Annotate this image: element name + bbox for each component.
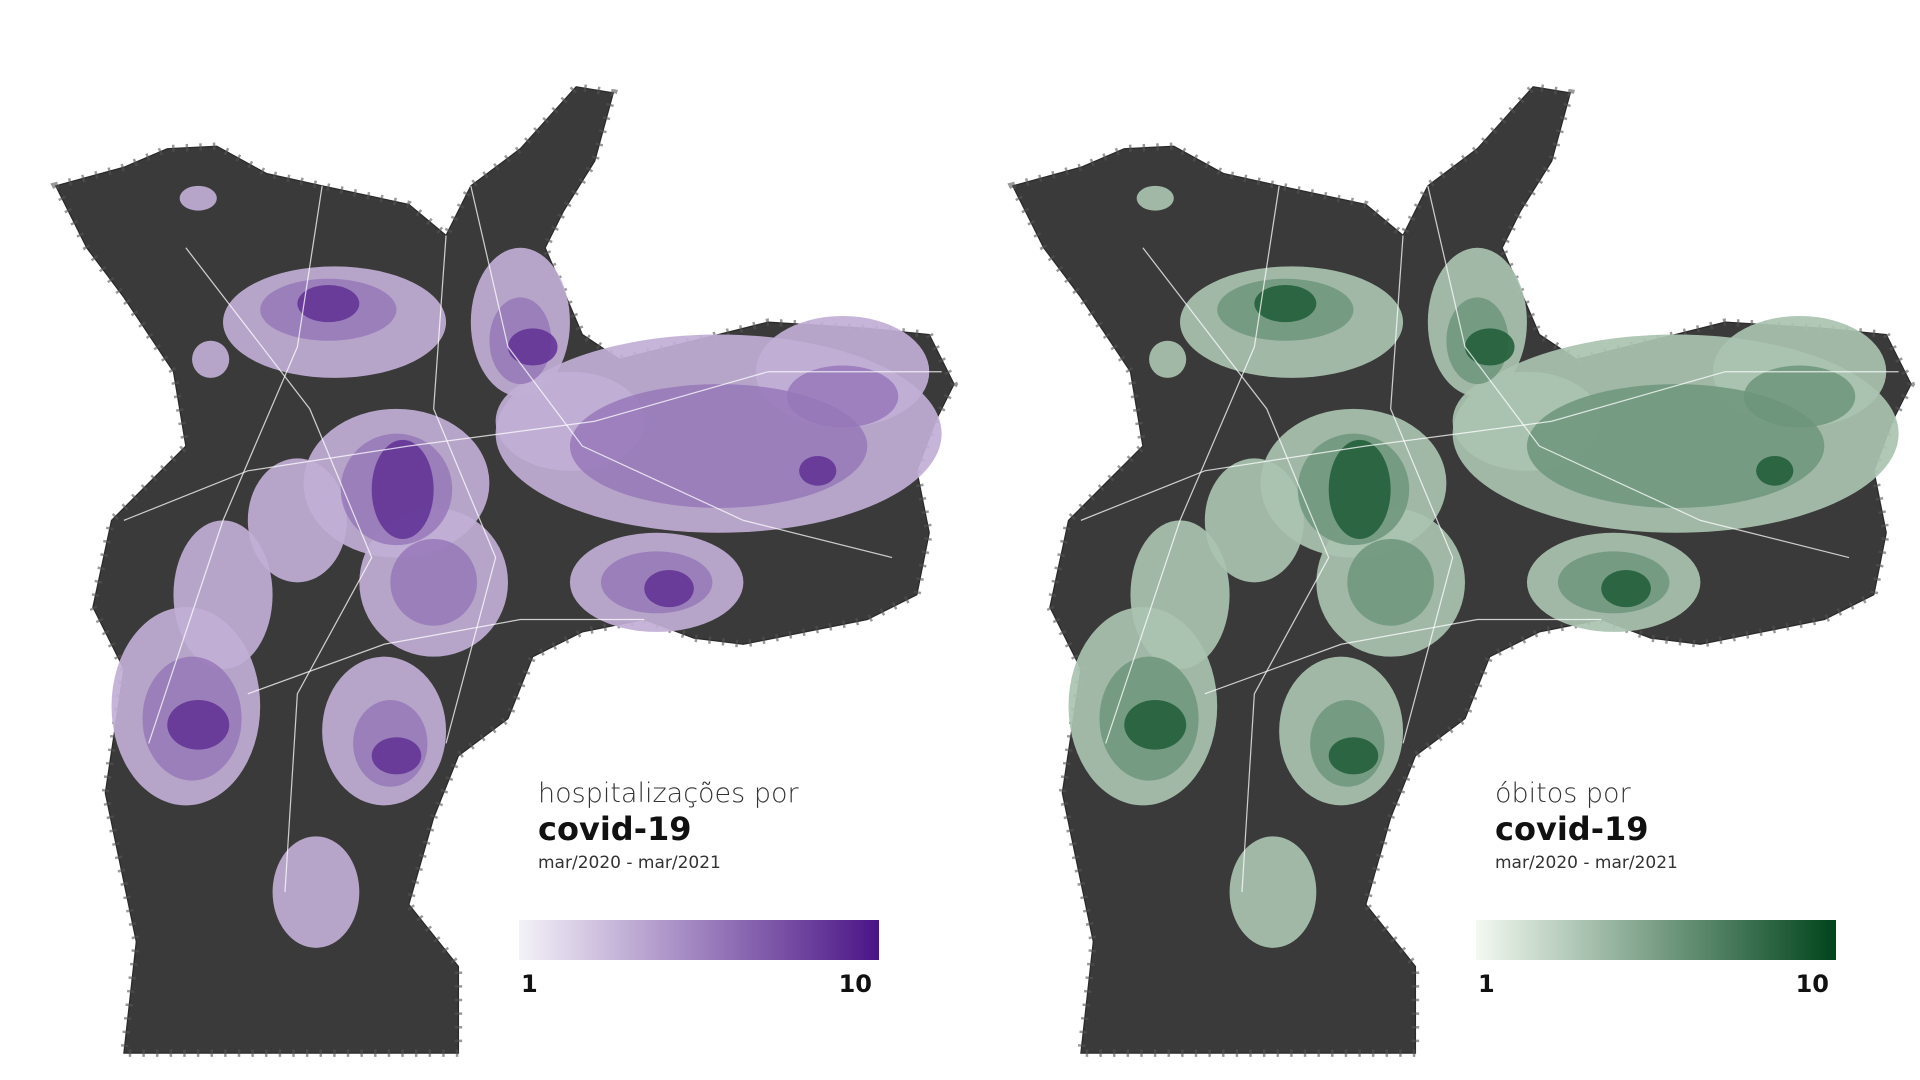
density-blob (569, 384, 868, 508)
legend-title-bold: covid-19 (1495, 810, 1649, 848)
district-border (185, 247, 373, 893)
legend-title-bold: covid-19 (538, 810, 692, 848)
density-blob (371, 737, 422, 775)
legend-gradient (1476, 920, 1836, 960)
density-blob (192, 340, 230, 378)
district-border (1080, 371, 1899, 521)
density-blob (371, 439, 434, 539)
density-blob (1229, 836, 1317, 948)
density-blob (272, 836, 360, 948)
density-blob (1204, 458, 1304, 583)
legend-gradient (519, 920, 879, 960)
district-border (1390, 235, 1454, 744)
density-blob (173, 520, 273, 670)
legend-title: hospitalizações por (538, 778, 799, 809)
district-border (1204, 618, 1602, 695)
district-border (1142, 247, 1330, 893)
density-blob (1743, 365, 1856, 428)
density-blob (1130, 520, 1230, 670)
density-blob (179, 185, 217, 211)
density-blob (390, 538, 478, 626)
density-blob (1254, 284, 1317, 323)
legend-min: 1 (521, 970, 538, 998)
density-blob (167, 700, 230, 750)
density-blob (1124, 700, 1187, 750)
density-blob (644, 569, 694, 608)
density-blob (799, 455, 837, 486)
density-blob (1136, 185, 1174, 211)
density-blob (1756, 455, 1794, 486)
map-panel (50, 82, 959, 1057)
density-blob (1328, 737, 1379, 775)
legend-max: 10 (839, 970, 872, 998)
district-border (123, 371, 942, 521)
legend-period: mar/2020 - mar/2021 (1495, 853, 1678, 873)
map-panel (1007, 82, 1916, 1057)
legend-period: mar/2020 - mar/2021 (538, 853, 721, 873)
density-blob (1328, 439, 1391, 539)
district-border (433, 235, 497, 744)
legend-max: 10 (1796, 970, 1829, 998)
district-border (470, 185, 893, 559)
density-blob (297, 284, 360, 323)
density-blob (507, 328, 558, 366)
density-blob (1347, 538, 1435, 626)
density-blob (247, 458, 347, 583)
density-blob (1464, 328, 1515, 366)
density-blob (1149, 340, 1187, 378)
density-blob (786, 365, 899, 428)
density-blob (1526, 384, 1825, 508)
legend-title: óbitos por (1495, 778, 1632, 809)
density-blob (1601, 569, 1651, 608)
district-border (247, 618, 645, 695)
district-border (1427, 185, 1850, 559)
district-border (1105, 185, 1280, 744)
district-border (148, 185, 323, 744)
legend-min: 1 (1478, 970, 1495, 998)
